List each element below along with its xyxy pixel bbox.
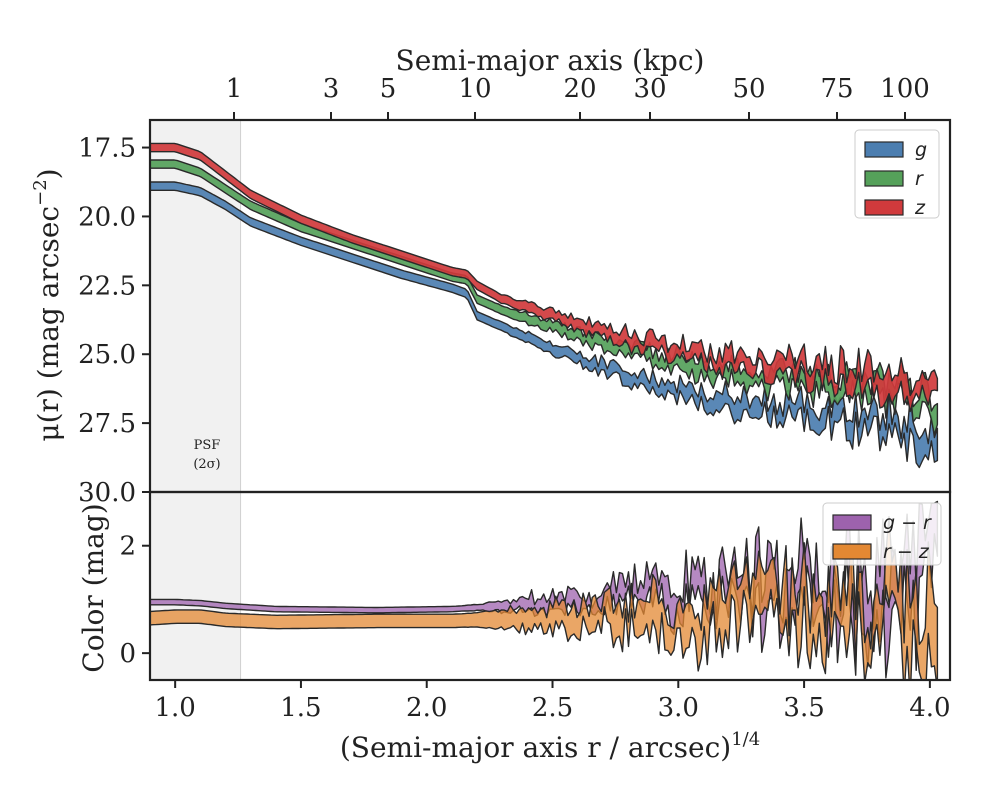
legend-label: g — [915, 139, 927, 161]
bottom-bands — [150, 500, 939, 680]
top-kpc-tick-label: 30 — [633, 74, 666, 104]
color-panel: 1.0 1.5 2.0 2.5 3.0 3.5 4.0 0 2 g − r r − z — [119, 490, 952, 723]
band-rz — [150, 516, 939, 680]
legend-label: r — [915, 168, 924, 190]
top-kpc-tick-label: 10 — [458, 74, 491, 104]
legend: g − r r − z — [822, 502, 942, 566]
legend-swatch — [832, 514, 872, 531]
top-kpc-tick-label: 5 — [380, 74, 397, 104]
bottom-x-tick-label: 3.0 — [658, 693, 699, 723]
top-kpc-tick-label: 75 — [820, 74, 853, 104]
bottom-x-tick-label: 1.5 — [280, 693, 321, 723]
bottom-x-tick-label: 2.0 — [406, 693, 447, 723]
top-y-tick-label: 17.5 — [78, 134, 136, 164]
top-kpc-tick-label: 1 — [226, 74, 243, 104]
band-z — [150, 142, 939, 413]
top-kpc-tick-label: 100 — [880, 74, 930, 104]
bottom-y-tick-label: 2 — [119, 532, 136, 562]
surface-brightness-panel: 17.520.022.525.027.530.01 3 5 10 20 30 50 75 100… — [78, 74, 952, 680]
top-kpc-tick-label: 50 — [732, 74, 765, 104]
bottom-x-tick-label: 4.0 — [909, 693, 950, 723]
top-axis-title: Semi-major axis (kpc) — [396, 44, 705, 77]
bottom-y-axis-title: Color (mag) — [77, 503, 110, 672]
psf-label: PSF — [194, 438, 221, 453]
legend-label: r − z — [883, 541, 930, 563]
top-kpc-tick-label: 20 — [563, 74, 596, 104]
bottom-y-tick-label: 0 — [119, 639, 136, 669]
top-kpc-tick-label: 3 — [323, 74, 340, 104]
psf-sigma-label: (2σ) — [193, 457, 220, 472]
bottom-x-tick-label: 3.5 — [783, 693, 824, 723]
psf-region — [150, 120, 241, 680]
legend-label: z — [914, 197, 926, 219]
top-y-tick-label: 25.0 — [78, 340, 136, 370]
legend: grz — [854, 129, 940, 219]
top-frame — [148, 118, 952, 494]
legend-swatch — [864, 199, 904, 216]
band-g — [150, 181, 939, 469]
legend-label: g − r — [883, 512, 932, 534]
top-y-tick-label: 20.0 — [78, 202, 136, 232]
bottom-x-tick-label: 1.0 — [154, 693, 195, 723]
band-gr — [150, 500, 939, 679]
top-bands — [150, 142, 939, 469]
bottom-x-axis-sup: 1/4 — [731, 729, 760, 750]
legend-swatch — [832, 543, 872, 560]
bottom-x-axis-title: (Semi-major axis r / arcsec)1/4 — [340, 729, 760, 764]
top-y-axis-title: μ(r) (mag arcsec−2) — [30, 168, 65, 441]
legend-swatch — [864, 141, 904, 158]
bottom-frame — [148, 490, 952, 682]
bottom-x-tick-label: 2.5 — [532, 693, 573, 723]
legend-swatch — [864, 170, 904, 187]
top-y-axis-sup: −2 — [30, 179, 51, 206]
top-y-tick-label: 30.0 — [78, 478, 136, 508]
top-y-tick-label: 27.5 — [78, 409, 136, 439]
top-y-tick-label: 22.5 — [78, 271, 136, 301]
